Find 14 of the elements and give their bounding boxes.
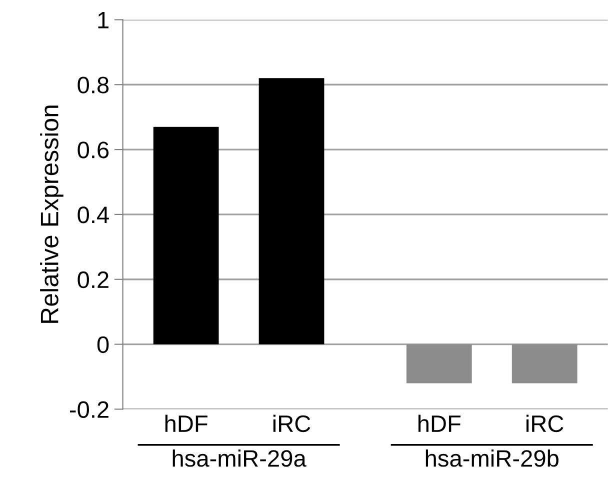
y-tick-label: 0.2 — [78, 271, 108, 288]
y-tick-label: 1 — [98, 12, 108, 28]
x-tick-label: hDF — [165, 414, 208, 432]
y-tick-label: 0 — [97, 336, 109, 354]
x-tick-label: iRC — [526, 414, 564, 432]
text: hsa-miR-29a — [172, 449, 306, 467]
y-tick-label: 0.4 — [78, 206, 109, 224]
y-tick-label: -0.2 — [70, 401, 108, 418]
y-tick-label: 0.6 — [78, 142, 109, 158]
x-tick-label: hDF — [418, 414, 460, 432]
x-tick-label: iRC — [273, 414, 310, 432]
y-axis-title: Relative Expression — [40, 106, 64, 323]
text: hsa-miR-29b — [426, 449, 558, 467]
y-tick-label: 0.8 — [78, 76, 109, 94]
